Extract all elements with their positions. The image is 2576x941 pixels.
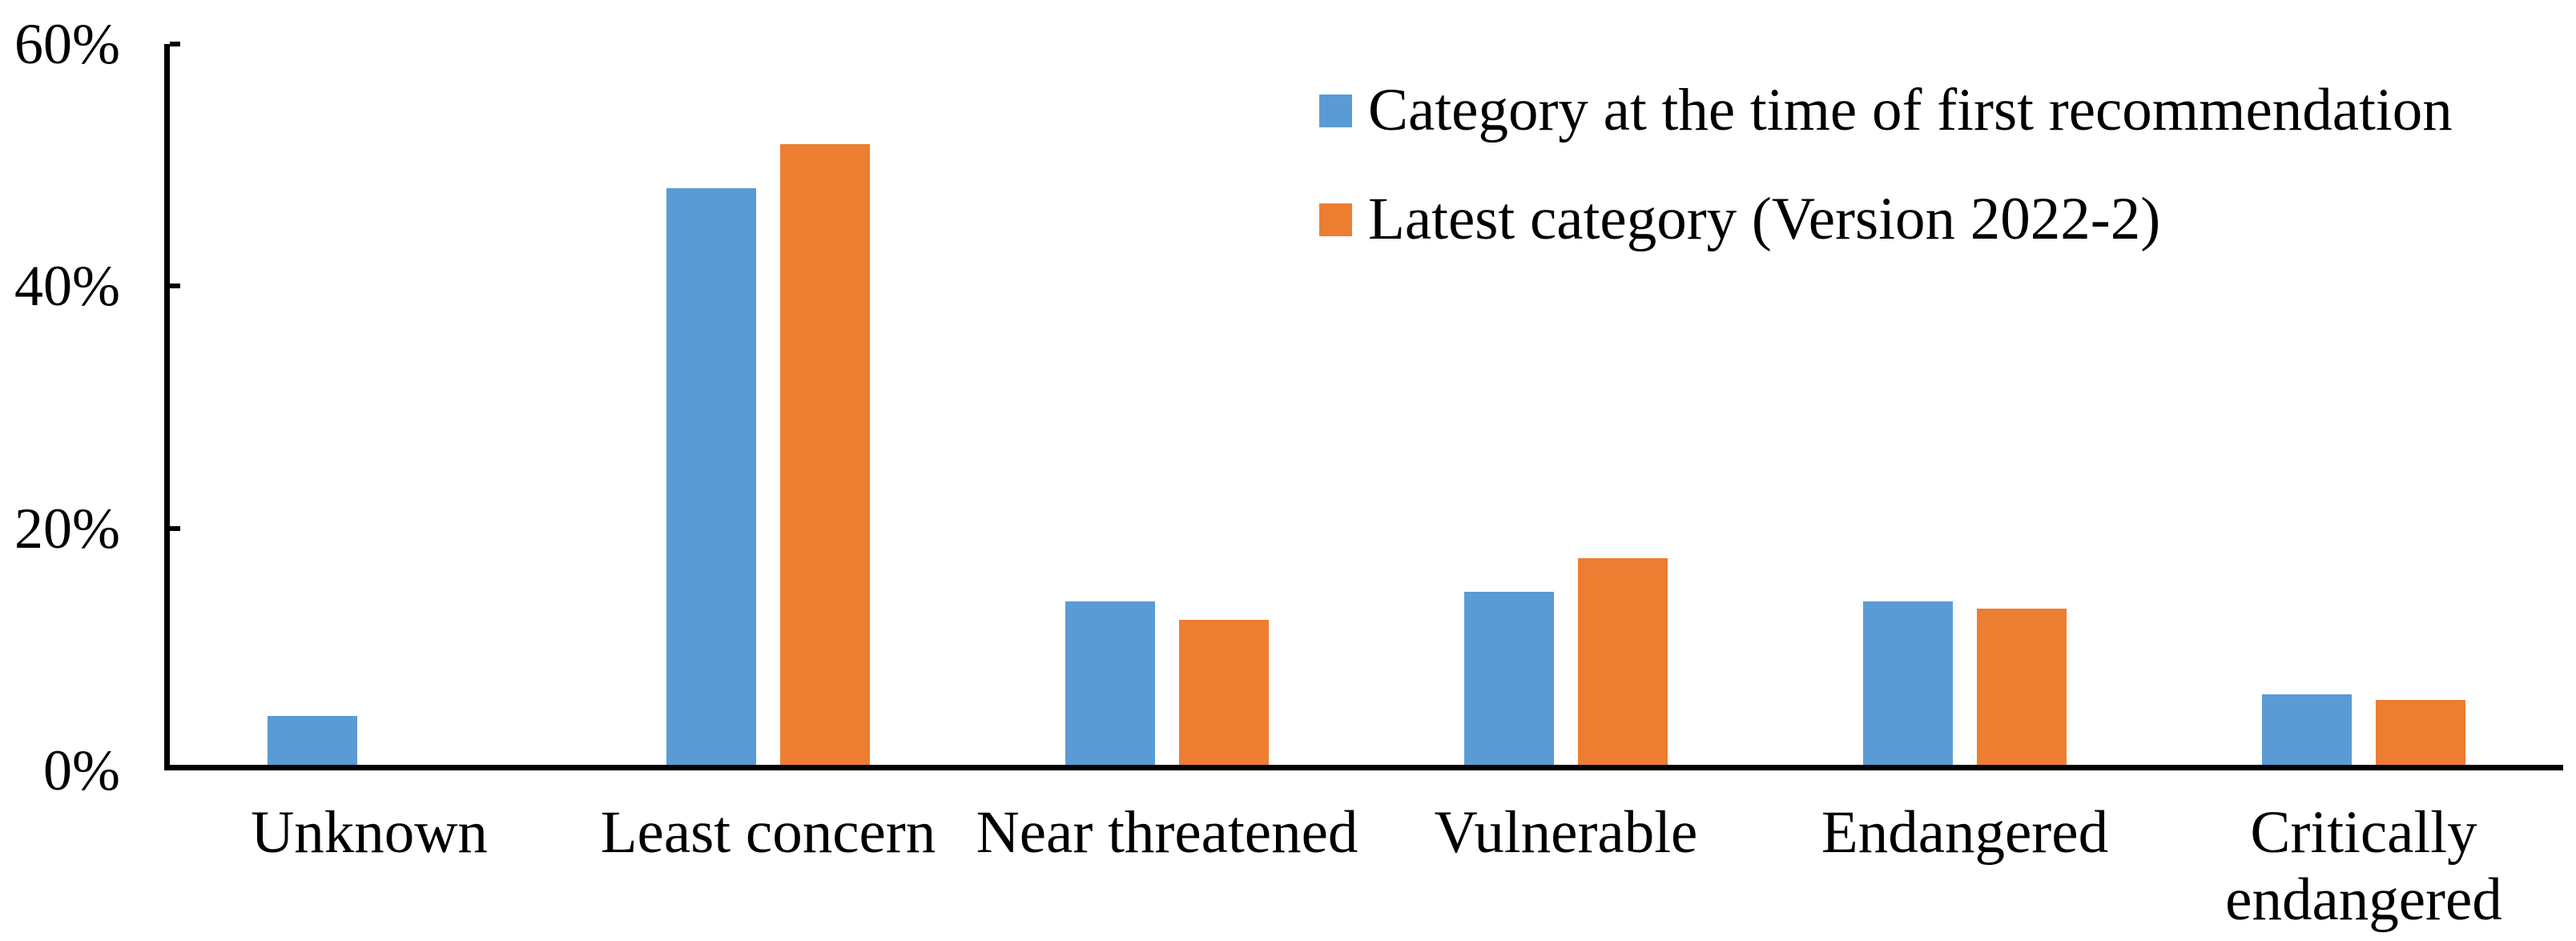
bar-series1-endangered [1863, 601, 1953, 765]
y-tick-mark [170, 284, 180, 289]
x-category-label: Unknown [251, 799, 488, 866]
y-tick-label: 60% [14, 12, 120, 76]
legend-item-first-recommendation: Category at the time of first recommenda… [1319, 77, 2453, 144]
bar-series1-near-threatened [1065, 601, 1155, 765]
x-category-label: Critically endangered [2225, 799, 2502, 933]
bar-series2-least-concern [780, 143, 870, 765]
x-category-label: Near threatened [976, 799, 1358, 866]
bar-series1-least-concern [666, 188, 756, 765]
x-category-label: Vulnerable [1434, 799, 1698, 866]
bar-series2-critically-endangered [2376, 700, 2465, 765]
bar-series2-vulnerable [1578, 558, 1668, 765]
bar-series2-near-threatened [1179, 619, 1269, 765]
legend: Category at the time of first recommenda… [1319, 77, 2453, 295]
bar-series2-endangered [1977, 609, 2067, 765]
legend-label-latest-category: Latest category (Version 2022-2) [1368, 186, 2161, 252]
legend-swatch-latest-category-icon [1319, 203, 1352, 236]
legend-label-first-recommendation: Category at the time of first recommenda… [1368, 77, 2453, 143]
legend-swatch-first-recommendation-icon [1319, 94, 1352, 127]
bar-series1-vulnerable [1464, 592, 1554, 765]
legend-item-latest-category: Latest category (Version 2022-2) [1319, 186, 2453, 253]
x-category-label: Least concern [600, 799, 936, 866]
bar-series1-critically-endangered [2262, 694, 2352, 765]
y-tick-mark [170, 525, 180, 531]
bar-series1-unknown [268, 715, 357, 765]
y-tick-label: 20% [14, 496, 120, 561]
y-tick-label: 0% [43, 738, 120, 802]
y-tick-label: 40% [14, 254, 120, 319]
x-category-label: Endangered [1821, 799, 2109, 866]
y-tick-mark [170, 42, 180, 46]
plot-area [164, 42, 2563, 770]
